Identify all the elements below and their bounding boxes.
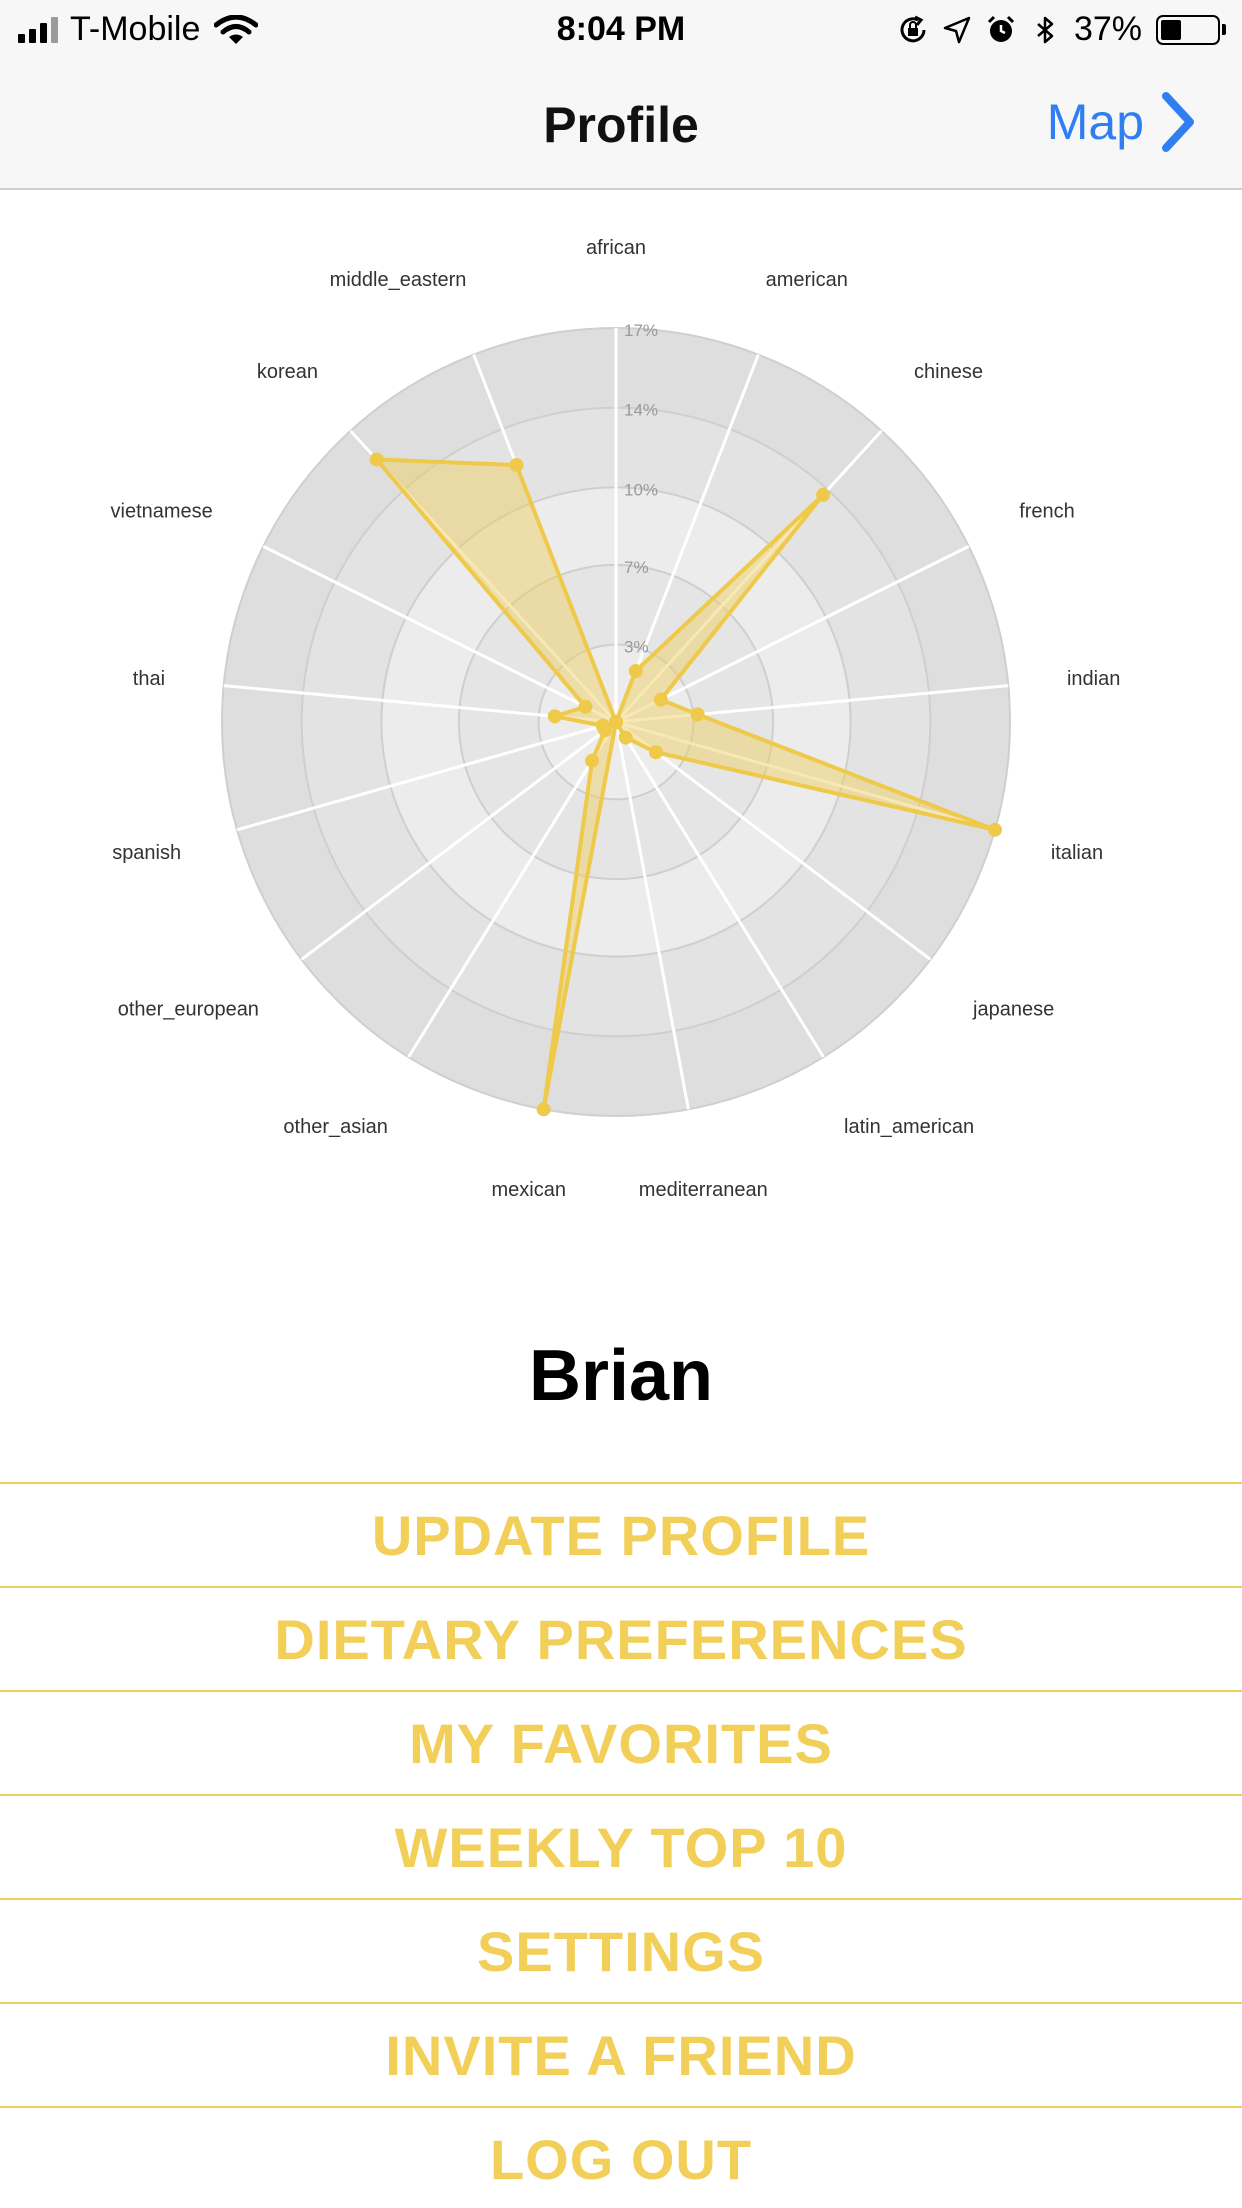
- radar-category-label: american: [766, 269, 848, 291]
- radar-category-label: other_asian: [283, 1116, 388, 1138]
- profile-menu: UPDATE PROFILE DIETARY PREFERENCES MY FAVO…: [0, 1482, 1242, 2208]
- radar-spokes: [223, 328, 1009, 1110]
- radar-point-middle_eastern: [509, 458, 524, 473]
- cuisine-radar-chart: 3% 7% 10% 14% 17% african american chinese frenc…: [0, 192, 1242, 1282]
- update-profile-button[interactable]: UPDATE PROFILE: [0, 1482, 1242, 1586]
- radar-point-japanese: [648, 745, 663, 760]
- bluetooth-icon: [1037, 16, 1054, 43]
- radar-category-label: thai: [133, 668, 165, 690]
- page-title: Profile: [543, 97, 699, 153]
- settings-button[interactable]: SETTINGS: [0, 1898, 1242, 2002]
- dietary-preferences-button[interactable]: DIETARY PREFERENCES: [0, 1586, 1242, 1690]
- radar-tick-label: 17%: [624, 321, 658, 340]
- radar-point-french: [653, 692, 668, 707]
- radar-tick-label: 7%: [624, 558, 649, 577]
- radar-category-label: other_european: [118, 998, 259, 1020]
- radar-category-label: japanese: [972, 998, 1054, 1020]
- radar-point-thai: [547, 709, 562, 724]
- radar-point-korean: [369, 452, 384, 467]
- navigation-bar: Profile Map: [0, 60, 1242, 190]
- radar-category-label: vietnamese: [111, 500, 213, 522]
- alarm-icon: [987, 15, 1014, 42]
- orientation-lock-icon: [900, 15, 926, 42]
- status-bar: T-Mobile 8:04 PM 37%: [0, 0, 1242, 60]
- radar-point-vietnamese: [578, 699, 593, 714]
- radar-spoke: [236, 720, 617, 832]
- radar-spoke: [262, 545, 617, 724]
- radar-category-label: italian: [1051, 842, 1103, 864]
- radar-spoke: [615, 545, 970, 724]
- radar-tick-label: 10%: [624, 480, 658, 499]
- radar-category-label: spanish: [112, 842, 181, 864]
- radar-svg: 3% 7% 10% 14% 17% african american chinese frenc…: [111, 237, 1121, 1201]
- radar-point-indian: [690, 707, 705, 722]
- radar-category-label: middle_eastern: [330, 269, 467, 291]
- radar-series-area: [374, 457, 997, 1112]
- status-time: 8:04 PM: [556, 10, 686, 48]
- radar-category-label: mediterranean: [639, 1179, 768, 1201]
- radar-category-label: african: [586, 237, 646, 259]
- carrier-label: T-Mobile: [70, 10, 201, 48]
- chevron-right-icon: [1162, 92, 1194, 152]
- radar-spoke: [407, 721, 618, 1058]
- radar-point-american: [628, 664, 643, 679]
- map-button[interactable]: Map: [1047, 90, 1198, 154]
- radar-point-spanish: [595, 718, 610, 733]
- radar-category-label: mexican: [491, 1179, 565, 1201]
- radar-category-label: latin_american: [844, 1116, 974, 1138]
- radar-point-latin_american: [618, 730, 633, 745]
- radar-point-mediterranean: [609, 715, 623, 729]
- radar-category-label: french: [1019, 500, 1075, 522]
- map-button-label: Map: [1046, 94, 1144, 150]
- radar-tick-label: 14%: [624, 401, 658, 420]
- radar-point-chinese: [816, 487, 831, 502]
- radar-category-label: chinese: [914, 361, 983, 383]
- wifi-icon: [214, 14, 259, 44]
- log-out-button[interactable]: LOG OUT: [0, 2106, 1242, 2208]
- invite-a-friend-button[interactable]: INVITE A FRIEND: [0, 2002, 1242, 2106]
- radar-category-label: indian: [1067, 668, 1120, 690]
- radar-spoke: [614, 429, 883, 724]
- location-arrow-icon: [943, 16, 971, 43]
- user-name: Brian: [528, 1336, 714, 1416]
- radar-spoke: [615, 720, 996, 832]
- battery-icon: [1156, 14, 1226, 45]
- radar-spoke: [614, 721, 690, 1110]
- radar-tick-label: 3%: [624, 638, 649, 657]
- weekly-top-10-button[interactable]: WEEKLY TOP 10: [0, 1794, 1242, 1898]
- radar-point-italian: [987, 822, 1002, 837]
- battery-percent: 37%: [1073, 10, 1142, 48]
- radar-category-label: korean: [257, 361, 318, 383]
- radar-spoke: [615, 684, 1009, 724]
- radar-spoke: [615, 720, 932, 961]
- radar-spoke: [614, 721, 825, 1058]
- my-favorites-button[interactable]: MY FAVORITES: [0, 1690, 1242, 1794]
- radar-spoke: [614, 354, 760, 723]
- radar-point-mexican: [536, 1102, 551, 1117]
- signal-icon: [18, 16, 58, 43]
- radar-point-other_asian: [585, 753, 600, 768]
- radar-spoke: [300, 720, 617, 961]
